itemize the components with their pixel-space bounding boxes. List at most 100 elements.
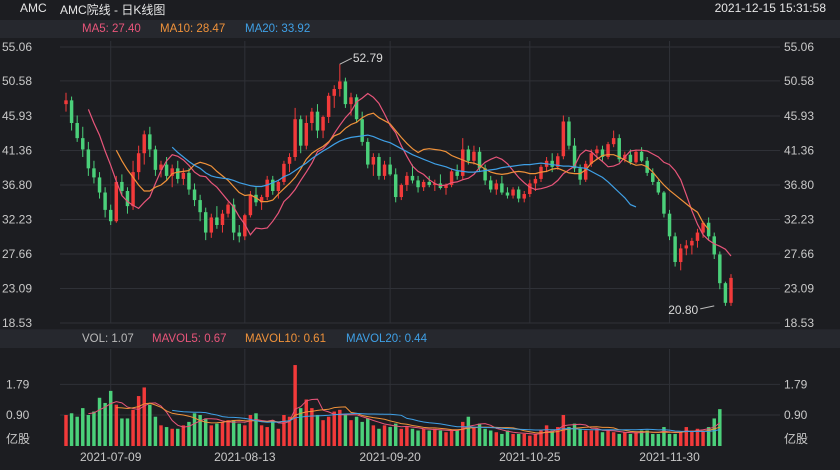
candle-body: [321, 116, 325, 131]
candle-body: [589, 153, 594, 164]
candle-body: [701, 222, 705, 233]
candle-body: [729, 277, 733, 303]
volume-bar: [382, 425, 387, 446]
volume-bar: [556, 427, 560, 446]
ma-legend: MA5: 27.40 MA10: 28.47 MA20: 33.92: [0, 20, 840, 38]
mavol20-line: [172, 409, 720, 433]
candle-body: [349, 97, 353, 105]
candle-body: [354, 97, 359, 120]
date-tick-label: 2021-11-30: [639, 450, 700, 464]
volume-bar: [438, 430, 443, 446]
candle-body: [617, 138, 621, 160]
volume-bar: [377, 428, 381, 446]
price-tick-right: 36.80: [784, 178, 814, 192]
candle-body: [103, 192, 107, 210]
price-tick-right: 50.58: [784, 74, 814, 88]
candle-body: [243, 215, 247, 237]
volume-bar: [226, 420, 230, 446]
candle-body: [97, 177, 102, 193]
candle-body: [164, 164, 169, 176]
candle-body: [92, 168, 96, 178]
volume-bar: [332, 411, 336, 446]
price-tick-left: 45.93: [2, 109, 32, 123]
volume-bar: [516, 433, 521, 446]
volume-bar: [410, 428, 415, 446]
volume-bar: [421, 428, 426, 446]
volume-bar: [97, 397, 102, 446]
volume-bar: [159, 425, 163, 446]
candle-body: [662, 192, 666, 214]
candle-body: [393, 174, 398, 198]
price-tick-left: 50.58: [2, 74, 32, 88]
candle-body: [81, 138, 85, 150]
candle-body: [706, 222, 711, 237]
price-tick-right: 45.93: [784, 109, 814, 123]
volume-bar: [706, 427, 711, 446]
volume-bar: [405, 427, 409, 446]
volume-bar: [276, 428, 281, 446]
volume-bar: [366, 418, 370, 446]
volume-bar: [651, 433, 655, 446]
candle-body: [628, 154, 633, 163]
vol-legend: VOL: 1.07 MAVOL5: 0.67 MAVOL10: 0.61 MAV…: [0, 330, 840, 348]
candle-body: [215, 217, 219, 226]
price-tick-left: 18.53: [2, 316, 32, 330]
legend-mavol20: MAVOL20: 0.44: [346, 333, 427, 345]
volume-bar: [623, 432, 627, 446]
volume-bar: [243, 425, 247, 446]
candle-body: [483, 168, 487, 181]
candle-body: [595, 149, 599, 154]
candle-body: [477, 151, 482, 169]
low-annotation: 20.80: [668, 303, 698, 317]
volume-bar: [131, 409, 135, 446]
volume-bar: [533, 433, 538, 446]
volume-bar: [298, 408, 303, 446]
candle-body: [427, 181, 431, 185]
volume-unit-left: 亿股: [6, 431, 30, 446]
date-tick-label: 2021-09-20: [359, 450, 421, 464]
volume-bar: [544, 425, 549, 446]
candle-body: [293, 119, 297, 158]
volume-bar: [433, 428, 437, 446]
candle-body: [673, 236, 677, 263]
candle-body: [332, 89, 336, 96]
price-tick-right: 18.53: [784, 316, 814, 330]
candle-body: [667, 213, 672, 237]
volume-bar: [198, 415, 202, 446]
price-tick-left: 23.09: [2, 282, 32, 296]
volume-bar: [684, 427, 689, 446]
price-tick-left: 36.80: [2, 178, 32, 192]
candle-body: [505, 192, 510, 196]
volume-bar: [148, 404, 152, 446]
volume-bar: [522, 433, 526, 446]
candle-body: [488, 180, 493, 190]
volume-bar: [572, 423, 577, 446]
candle-body: [153, 149, 158, 170]
volume-bar: [477, 423, 482, 446]
candle-body: [511, 189, 515, 196]
volume-bar: [539, 430, 543, 446]
volume-bar: [399, 428, 404, 446]
volume-bar: [662, 427, 666, 446]
volume-bar: [338, 409, 342, 446]
candle-body: [176, 168, 180, 179]
candle-body: [382, 164, 387, 176]
candle-body: [399, 184, 404, 198]
candle-body: [108, 209, 113, 222]
price-tick-left: 27.66: [2, 247, 32, 261]
candle-body: [556, 156, 560, 167]
volume-bar: [349, 420, 353, 446]
volume-bar: [215, 423, 219, 446]
symbol-label: AMC: [20, 1, 47, 15]
candle-body: [550, 160, 554, 167]
candle-body: [444, 184, 448, 188]
volume-bar: [667, 433, 672, 446]
volume-bar: [237, 423, 241, 446]
volume-bar: [120, 418, 124, 446]
volume-bar: [81, 408, 85, 446]
volume-unit-right: 亿股: [784, 431, 808, 446]
candle-body: [567, 121, 571, 146]
candle-body: [561, 121, 566, 157]
volume-bar: [187, 421, 191, 446]
price-tick-left: 41.36: [2, 144, 32, 158]
